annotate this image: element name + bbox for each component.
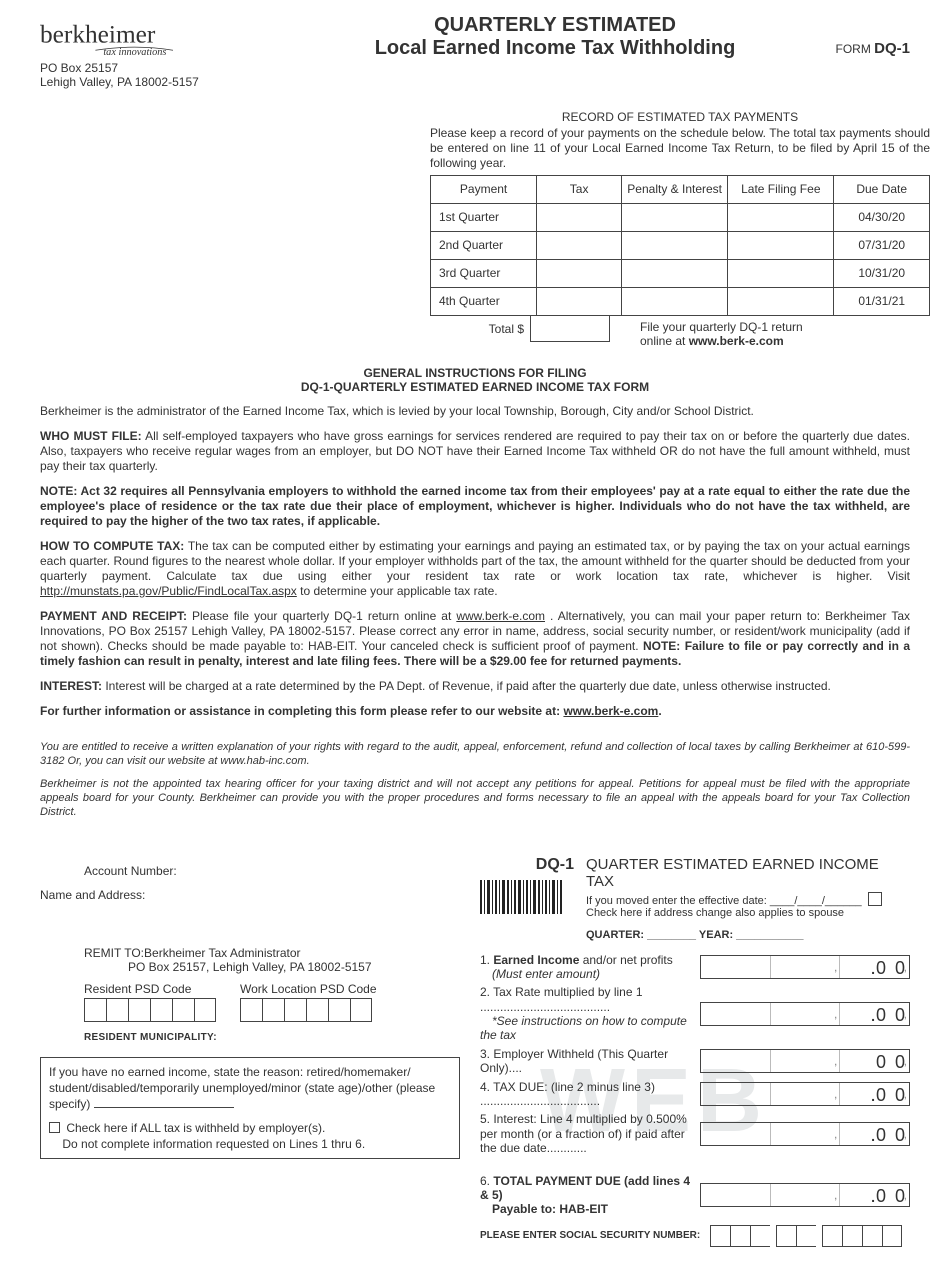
p-note: NOTE: Act 32 requires all Pennsylvania e…	[40, 484, 910, 529]
acct-label: Account Number:	[40, 864, 460, 878]
moved-line: If you moved enter the effective date: _…	[586, 892, 910, 907]
barcode	[480, 880, 580, 917]
p-appeals: Berkheimer is not the appointed tax hear…	[40, 778, 910, 819]
voucher-line: 1. Earned Income and/or net profits(Must…	[480, 953, 910, 982]
voucher-line: 6. TOTAL PAYMENT DUE (add lines 4 & 5)Pa…	[480, 1174, 910, 1217]
voucher: Account Number: Name and Address: REMIT …	[40, 856, 910, 1247]
voucher-line: 2. Tax Rate multiplied by line 1 .......…	[480, 985, 910, 1043]
instructions-title2: DQ-1-QUARTERLY ESTIMATED EARNED INCOME T…	[40, 380, 910, 394]
reason-box: If you have no earned income, state the …	[40, 1057, 460, 1160]
col-tax: Tax	[537, 175, 622, 203]
p-who: WHO MUST FILE: All self-employed taxpaye…	[40, 429, 910, 474]
res-psd-label: Resident PSD Code	[84, 982, 216, 996]
qeit-title: QUARTER ESTIMATED EARNED INCOME TAX	[586, 856, 910, 890]
payments-table: Payment Tax Penalty & Interest Late Fili…	[430, 175, 930, 316]
table-row: 2nd Quarter07/31/20	[431, 231, 930, 259]
name-label: Name and Address:	[40, 888, 460, 902]
col-payment: Payment	[431, 175, 537, 203]
col-latefee: Late Filing Fee	[728, 175, 834, 203]
table-row: 4th Quarter01/31/21	[431, 287, 930, 315]
col-penalty: Penalty & Interest	[622, 175, 728, 203]
ssn-input[interactable]	[710, 1225, 902, 1247]
p-further: For further information or assistance in…	[40, 704, 910, 719]
remit-block: REMIT TO:Berkheimer Tax Administrator PO…	[40, 946, 460, 974]
record-block: RECORD OF ESTIMATED TAX PAYMENTS Please …	[430, 110, 930, 348]
p-interest: INTEREST: Interest will be charged at a …	[40, 679, 910, 694]
table-row: 3rd Quarter10/31/20	[431, 259, 930, 287]
moved-checkbox[interactable]	[868, 892, 882, 906]
title-block: QUARTERLY ESTIMATED Local Earned Income …	[320, 14, 790, 60]
record-note: Please keep a record of your payments on…	[430, 126, 930, 171]
total-label: Total $	[430, 316, 530, 336]
logo-addr2: Lehigh Valley, PA 18002-5157	[40, 75, 320, 89]
amount-input[interactable]: ,, 0 0	[700, 1049, 910, 1073]
res-muni-label: RESIDENT MUNICIPALITY:	[40, 1032, 460, 1043]
instructions: Berkheimer is the administrator of the E…	[40, 404, 910, 820]
amount-input[interactable]: ,, .0 0	[700, 1082, 910, 1106]
total-input[interactable]	[530, 316, 610, 342]
form-code: DQ-1	[874, 40, 910, 57]
work-psd-input[interactable]	[240, 998, 377, 1022]
col-due: Due Date	[834, 175, 930, 203]
amount-input[interactable]: ,, .0 0	[700, 1122, 910, 1146]
instructions-title1: GENERAL INSTRUCTIONS FOR FILING	[40, 366, 910, 380]
title-line1: QUARTERLY ESTIMATED	[320, 14, 790, 37]
quarter-year: QUARTER: ________ YEAR: ___________	[586, 929, 910, 941]
p-intro: Berkheimer is the administrator of the E…	[40, 404, 910, 419]
work-psd-label: Work Location PSD Code	[240, 982, 377, 996]
svg-text:tax innovations: tax innovations	[103, 47, 166, 58]
voucher-line: 4. TAX DUE: (line 2 minus line 3) ......…	[480, 1080, 910, 1109]
amount-input[interactable]: ,, .0 0	[700, 1183, 910, 1207]
file-online-note: File your quarterly DQ-1 return online a…	[610, 316, 930, 348]
p-pay: PAYMENT AND RECEIPT: Please file your qu…	[40, 609, 910, 669]
p-rights: You are entitled to receive a written ex…	[40, 741, 910, 769]
ssn-row: PLEASE ENTER SOCIAL SECURITY NUMBER:	[480, 1225, 910, 1247]
table-row: 1st Quarter04/30/20	[431, 203, 930, 231]
dq1-code: DQ-1	[480, 856, 580, 874]
amount-input[interactable]: ,, .0 0	[700, 1002, 910, 1026]
p-how: HOW TO COMPUTE TAX: The tax can be compu…	[40, 539, 910, 599]
spouse-line: Check here if address change also applie…	[586, 907, 910, 919]
record-heading: RECORD OF ESTIMATED TAX PAYMENTS	[430, 110, 930, 124]
voucher-line: 5. Interest: Line 4 multiplied by 0.500%…	[480, 1112, 910, 1155]
form-prefix: FORM	[835, 42, 870, 56]
amount-input[interactable]: ,, .0 0	[700, 955, 910, 979]
voucher-line: 3. Employer Withheld (This Quarter Only)…	[480, 1047, 910, 1076]
res-psd-input[interactable]	[84, 998, 216, 1022]
form-id: FORM DQ-1	[790, 14, 910, 57]
logo-block: berkheimer tax innovations PO Box 25157 …	[40, 14, 320, 90]
all-withheld-checkbox[interactable]	[49, 1122, 60, 1133]
header: berkheimer tax innovations PO Box 25157 …	[40, 14, 910, 90]
svg-text:berkheimer: berkheimer	[40, 20, 156, 48]
logo-addr1: PO Box 25157	[40, 61, 320, 75]
berkheimer-logo: berkheimer tax innovations	[40, 20, 230, 60]
title-line2: Local Earned Income Tax Withholding	[320, 37, 790, 60]
